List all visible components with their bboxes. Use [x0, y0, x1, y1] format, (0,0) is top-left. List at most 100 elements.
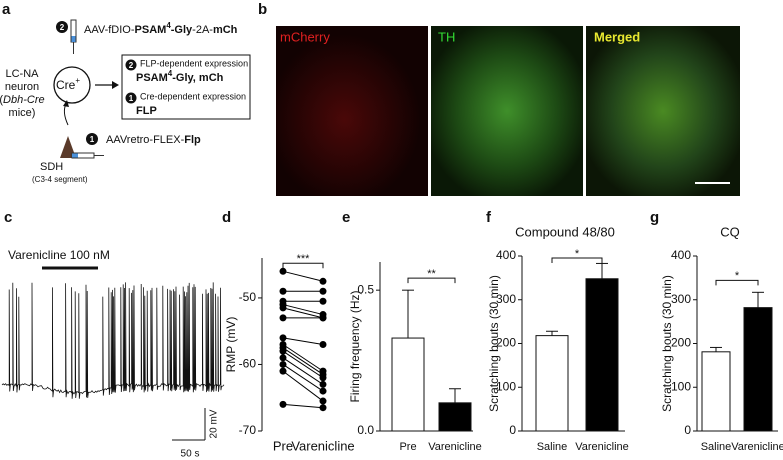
panel-label: d — [222, 209, 231, 226]
point — [279, 334, 287, 342]
significance-bracket — [715, 279, 759, 286]
x-tick-label: Saline — [537, 441, 568, 453]
point — [319, 397, 327, 405]
scale-label: 20 mV — [209, 409, 220, 438]
y-axis-label: Scratching bouts (30 min) — [487, 275, 501, 412]
significance: ** — [427, 268, 436, 280]
panel-label: c — [4, 209, 12, 226]
x-tick-label: Varenicline — [428, 441, 482, 453]
pair-line — [282, 307, 324, 319]
bar — [438, 402, 472, 432]
box-text: Cre-dependent expression — [140, 91, 246, 101]
image-label: Merged — [594, 29, 640, 44]
point — [319, 404, 327, 412]
point — [279, 360, 287, 368]
significance-bracket — [551, 257, 603, 263]
y-tick-label: 300 — [496, 292, 516, 306]
point — [319, 297, 327, 305]
significance: * — [575, 248, 580, 260]
image-label: TH — [438, 29, 455, 44]
pair-line — [282, 304, 324, 316]
pair-line — [282, 403, 324, 409]
trace — [1, 282, 225, 399]
bar — [391, 337, 425, 432]
point — [319, 277, 327, 285]
vector-label: AAV-fDIO-PSAM4-Gly-2A-mCh — [84, 21, 238, 36]
point — [319, 380, 327, 388]
pair-line — [282, 364, 324, 392]
badge: 1 — [129, 94, 134, 103]
site-label: (C3-4 segment) — [32, 175, 88, 184]
scale-label: 50 s — [181, 449, 200, 460]
box-text: FLP-dependent expression — [140, 58, 248, 68]
trace-line — [1, 282, 225, 399]
y-tick-label: 100 — [671, 379, 691, 393]
pair-line — [282, 344, 324, 372]
pair-line — [282, 370, 324, 402]
neuron-label: LC-NA — [5, 68, 39, 80]
y-tick-label: 0.0 — [357, 423, 374, 437]
bar — [743, 307, 773, 432]
x-tick-label: Saline — [701, 441, 732, 453]
y-axis-label: Firing frequency (Hz) — [348, 290, 362, 402]
point — [319, 341, 327, 348]
badge: 2 — [60, 23, 65, 32]
panel-label: g — [650, 209, 659, 226]
y-tick-label: 200 — [671, 336, 691, 350]
pair-line — [282, 337, 324, 345]
x-tick-label: Varenicline — [575, 441, 629, 453]
x-tick-label: Pre — [273, 438, 293, 453]
diagram: 2 AAV-fDIO-PSAM4-Gly-2A-mCh Cre+ LC-NA n… — [0, 19, 251, 184]
y-axis-label: RMP (mV) — [224, 317, 238, 373]
y-tick-label: 0 — [509, 423, 516, 437]
y-tick-label: 0 — [684, 423, 691, 437]
box-text: PSAM4-Gly, mCh — [136, 69, 224, 84]
y-tick-label: 0.5 — [357, 282, 374, 296]
y-tick-label: 400 — [496, 248, 516, 262]
image-label: mCherry — [280, 29, 330, 44]
neuron-label: (Dbh-Cre — [0, 94, 45, 106]
y-tick-label: 200 — [496, 336, 516, 350]
y-tick-label: 300 — [671, 292, 691, 306]
y-tick-label: -60 — [239, 357, 257, 371]
badge: 2 — [129, 61, 134, 70]
point — [279, 304, 287, 312]
point — [279, 287, 287, 295]
cell-label: Cre+ — [56, 76, 80, 92]
point — [279, 314, 287, 322]
neuron-label: mice) — [9, 107, 36, 119]
micrograph — [431, 26, 583, 196]
pair-line — [282, 350, 324, 379]
neuron-label: neuron — [5, 81, 39, 93]
point — [279, 367, 287, 375]
pair-line — [282, 270, 324, 282]
chart-title: CQ — [720, 224, 740, 239]
significance-bracket — [282, 262, 324, 269]
point — [319, 287, 327, 295]
point — [319, 314, 327, 322]
pair-line — [282, 347, 324, 375]
panel-label: a — [2, 1, 11, 18]
y-axis-label: Scratching bouts (30 min) — [660, 275, 674, 412]
significance: *** — [297, 253, 311, 265]
drug-label: Varenicline 100 nM — [8, 248, 110, 262]
point — [279, 267, 287, 275]
panel-label: e — [342, 209, 350, 226]
pair-line — [282, 357, 324, 385]
x-tick-label: Varenicline — [731, 441, 783, 453]
badge: 1 — [90, 135, 95, 144]
site-label: SDH — [40, 161, 63, 173]
point — [319, 374, 327, 382]
box-text: FLP — [136, 105, 157, 117]
y-tick-label: -70 — [239, 423, 257, 437]
micrograph — [276, 26, 428, 196]
micrograph — [586, 26, 740, 196]
point — [279, 400, 287, 408]
panel-label: b — [258, 1, 267, 18]
significance: * — [735, 270, 740, 282]
x-tick-label: Pre — [399, 441, 416, 453]
significance-bracket — [407, 277, 456, 284]
panel-label: f — [486, 209, 492, 226]
x-tick-label: Varenicline — [291, 438, 354, 453]
